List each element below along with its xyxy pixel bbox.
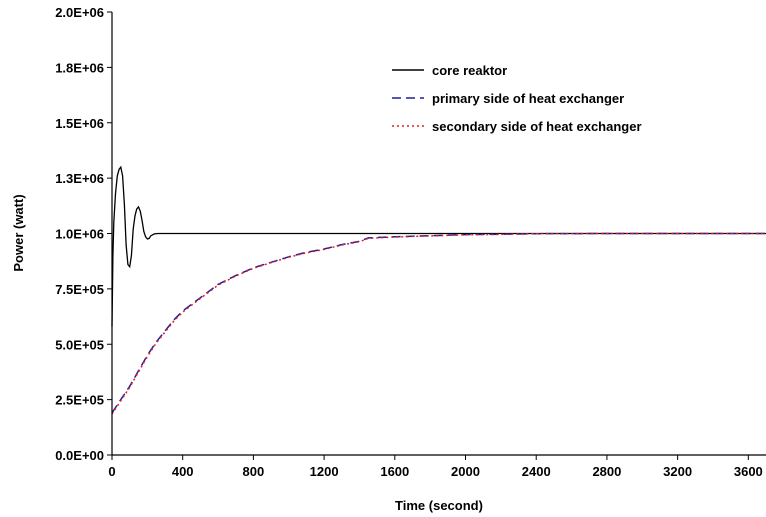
- y-tick-label: 1.3E+06: [55, 171, 104, 186]
- x-tick-label: 3200: [663, 464, 692, 479]
- x-tick-label: 400: [172, 464, 194, 479]
- series-line-1: [111, 165, 766, 327]
- x-tick-label: 1200: [310, 464, 339, 479]
- x-tick-label: 1600: [380, 464, 409, 479]
- y-tick-label: 2.5E+05: [55, 393, 104, 408]
- x-tick-label: 3600: [734, 464, 763, 479]
- y-tick-label: 1.8E+06: [55, 60, 104, 75]
- x-tick-label: 2400: [522, 464, 551, 479]
- y-axis-ticks: 0.0E+00 2.5E+05 5.0E+05 7.5E+05 1.0E+06 1.3E+…: [55, 5, 112, 463]
- x-tick-label: 2000: [451, 464, 480, 479]
- legend-label-3: secondary side of heat exchanger: [432, 119, 642, 134]
- legend-label-1: core reaktor: [432, 63, 507, 78]
- y-tick-label: 5.0E+05: [55, 337, 104, 352]
- y-tick-label: 7.5E+05: [55, 282, 104, 297]
- legend-label-2: primary side of heat exchanger: [432, 91, 624, 106]
- x-tick-label: 800: [243, 464, 265, 479]
- series-line-3: [111, 232, 766, 415]
- y-tick-label: 2.0E+06: [55, 5, 104, 20]
- x-tick-label: 0: [108, 464, 115, 479]
- chart-legend: core reaktor primary side of heat exchang…: [392, 63, 642, 134]
- y-axis-title: Power (watt): [11, 194, 26, 271]
- x-axis-title: Time (second): [395, 498, 483, 513]
- x-axis-ticks: 0 400 800 1200 1600 2000 2400 2800 3200 3600: [108, 455, 763, 479]
- y-tick-label: 1.5E+06: [55, 116, 104, 131]
- series-layer: [111, 165, 766, 415]
- x-tick-label: 2800: [592, 464, 621, 479]
- y-tick-label: 1.0E+06: [55, 227, 104, 242]
- y-tick-label: 0.0E+00: [55, 448, 104, 463]
